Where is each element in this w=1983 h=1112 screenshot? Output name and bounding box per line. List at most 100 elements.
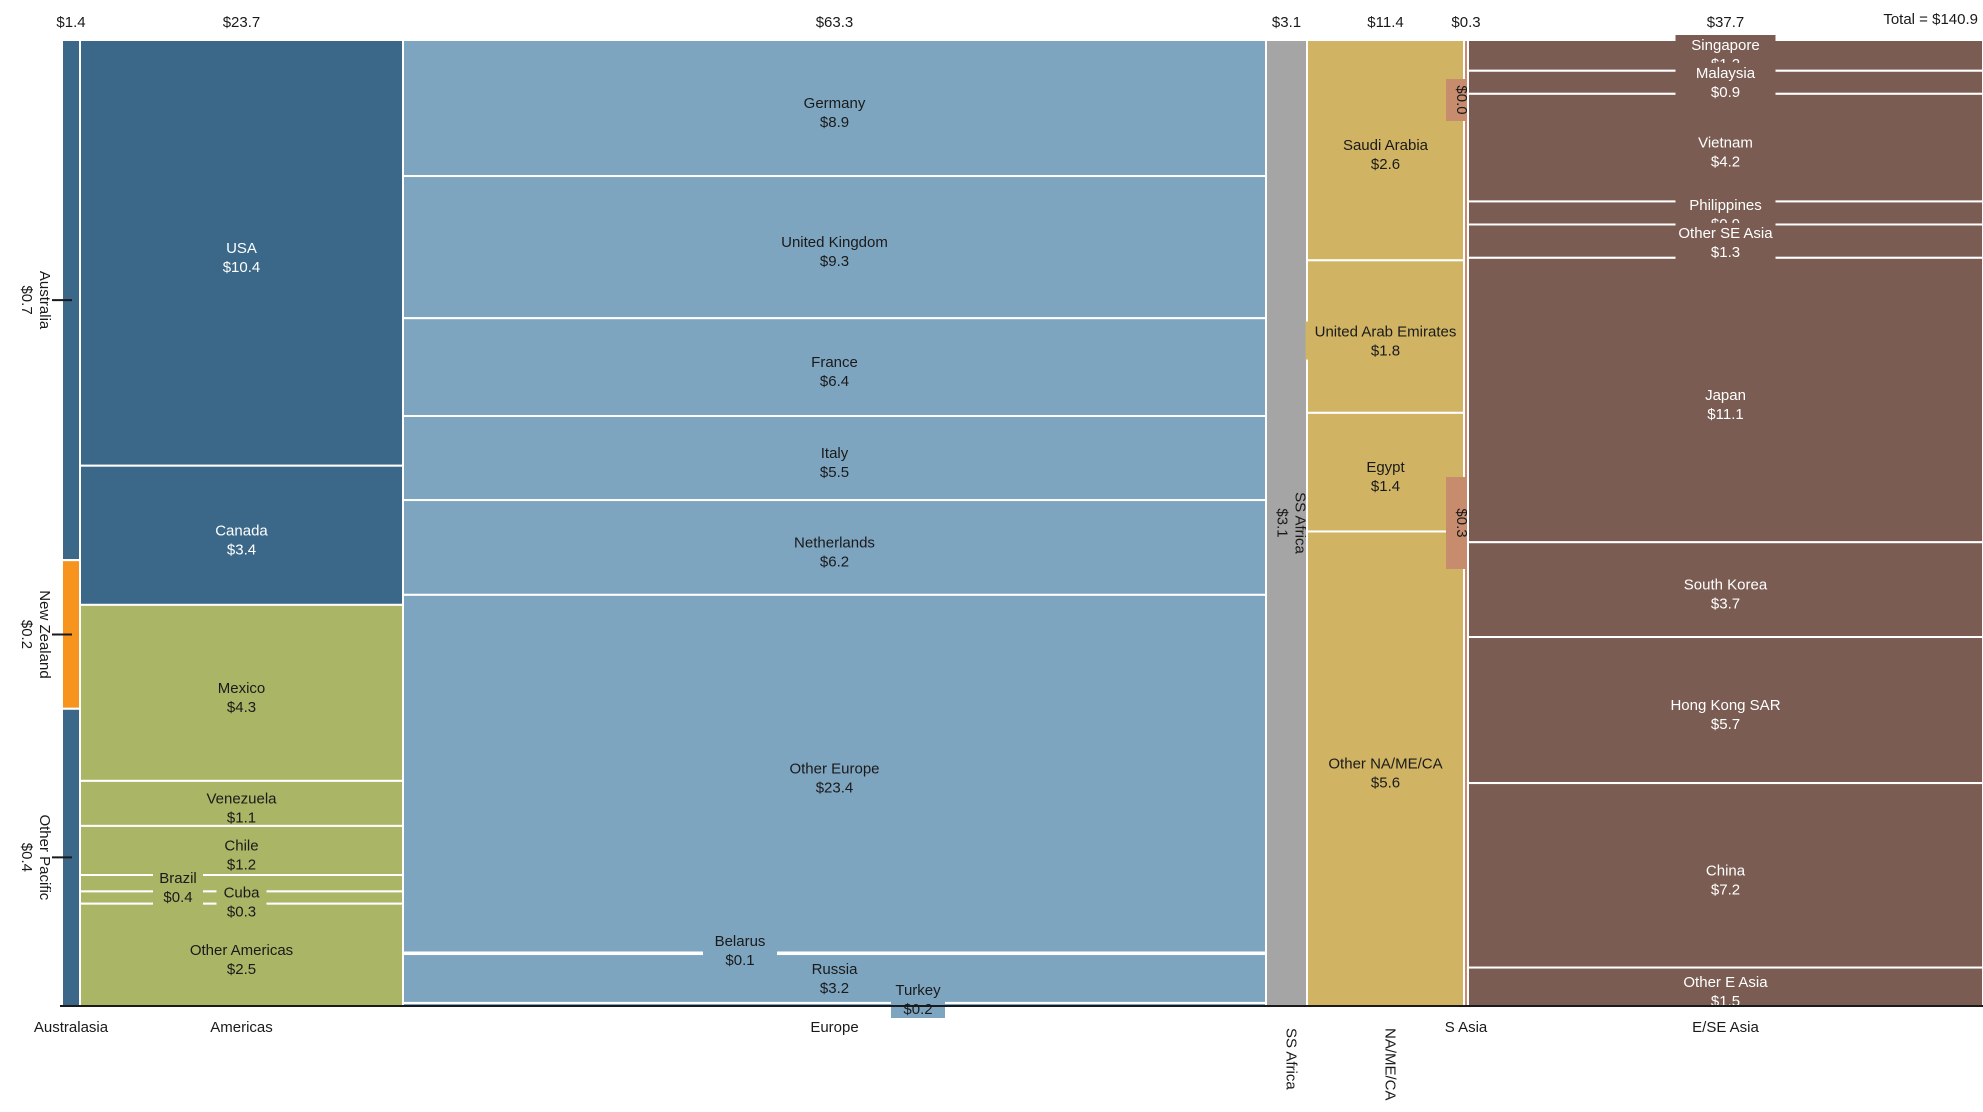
label-value-united-arab-emirates: $1.8 (1371, 343, 1400, 360)
label-value-usa: $10.4 (223, 259, 261, 276)
segment-label-belarus: Belarus $0.1 (703, 931, 777, 969)
label-value-other-s-asia: $0.3 (1453, 508, 1470, 537)
label-name-netherlands: Netherlands (794, 534, 875, 551)
label-name-russia: Russia (812, 961, 859, 978)
segment-label-chile: Chile $1.2 (224, 837, 258, 873)
label-name-australia: Australia (36, 271, 53, 330)
label-name-philippines: Philippines (1689, 197, 1762, 214)
label-value-vietnam: $4.2 (1711, 154, 1740, 171)
label-name-italy: Italy (821, 445, 849, 462)
label-value-canada: $3.4 (227, 541, 256, 558)
label-name-germany: Germany (804, 95, 866, 112)
region-total-e-se-asia: $37.7 (1707, 14, 1745, 31)
segment-americas-venezuela (79, 779, 404, 827)
label-bg-belarus (703, 931, 777, 969)
label-name-united-kingdom: United Kingdom (781, 234, 888, 251)
label-value-india: $0.0 (1453, 85, 1470, 114)
label-name-turkey: Turkey (895, 982, 941, 999)
label-name-other-europe: Other Europe (789, 761, 879, 778)
total-label: Total = $140.9 (1883, 11, 1978, 28)
label-value-other-se-asia: $1.3 (1711, 244, 1740, 261)
label-name-ss-africa-inner: SS Africa (1292, 492, 1309, 554)
label-value-japan: $11.1 (1707, 406, 1743, 423)
segment-label-south-korea: South Korea $3.7 (1684, 577, 1768, 613)
label-value-ss-africa-inner: $3.1 (1274, 508, 1291, 537)
region-total-ss-africa: $3.1 (1272, 14, 1301, 31)
segment-label-italy: Italy $5.5 (820, 445, 849, 481)
label-bg-malaysia (1675, 63, 1776, 101)
segment-label-china: China $7.2 (1706, 862, 1746, 898)
xaxis-label-americas: Americas (210, 1019, 273, 1036)
label-bg-brazil (153, 868, 203, 907)
label-name-other-pacific: Other Pacific (36, 814, 53, 900)
label-name-usa: USA (226, 240, 257, 257)
label-value-australia: $0.7 (18, 285, 35, 314)
label-name-mexico: Mexico (218, 680, 266, 697)
label-name-south-korea: South Korea (1684, 577, 1768, 594)
label-value-venezuela: $1.1 (227, 809, 256, 826)
segment-label-other-europe: Other Europe $23.4 (789, 761, 879, 797)
segment-americas-canada (79, 464, 404, 606)
label-name-singapore: Singapore (1691, 37, 1759, 54)
segment-europe-germany (402, 39, 1267, 178)
label-name-venezuela: Venezuela (206, 790, 277, 807)
segment-europe-netherlands (402, 499, 1267, 596)
segment-label-netherlands: Netherlands $6.2 (794, 534, 875, 570)
region-total-australasia: $1.4 (56, 14, 85, 31)
region-total-americas: $23.7 (223, 14, 261, 31)
label-value-other-pacific: $0.4 (18, 843, 35, 872)
label-name-china: China (1706, 862, 1746, 879)
label-value-other-na-me-ca: $5.6 (1371, 775, 1400, 792)
label-name-new-zealand: New Zealand (36, 590, 53, 678)
segment-europe-italy (402, 415, 1267, 502)
label-name-malaysia: Malaysia (1696, 65, 1756, 82)
segment-europe-russia (402, 953, 1267, 1004)
label-name-united-arab-emirates: United Arab Emirates (1315, 324, 1457, 341)
label-bg-other-se-asia (1675, 223, 1776, 261)
segment-label-united-arab-emirates: United Arab Emirates $1.8 (1305, 321, 1466, 360)
segment-label-france: France $6.4 (811, 354, 858, 390)
segment-label-japan: Japan $11.1 (1705, 387, 1746, 423)
label-value-cuba: $0.3 (227, 904, 256, 921)
label-name-other-se-asia: Other SE Asia (1678, 225, 1773, 242)
label-value-malaysia: $0.9 (1711, 84, 1740, 101)
label-name-belarus: Belarus (715, 933, 766, 950)
segment-label-egypt: Egypt $1.4 (1366, 459, 1405, 495)
label-value-other-e-asia: $1.5 (1711, 993, 1740, 1010)
label-name-japan: Japan (1705, 387, 1746, 404)
label-name-other-e-asia: Other E Asia (1683, 974, 1768, 991)
label-name-other-na-me-ca: Other NA/ME/CA (1328, 756, 1442, 773)
segment-na-me-ca-saudi-arabia (1306, 39, 1465, 262)
segment-label-germany: Germany $8.9 (804, 95, 866, 131)
label-value-brazil: $0.4 (163, 889, 192, 906)
segment-label-malaysia: Malaysia $0.9 (1675, 63, 1776, 101)
segment-label-cuba: Cuba $0.3 (216, 882, 267, 921)
xaxis-label-s-asia: S Asia (1445, 1019, 1488, 1036)
region-total-s-asia: $0.3 (1451, 14, 1480, 31)
label-value-south-korea: $3.7 (1711, 596, 1740, 613)
segment-label-brazil: Brazil $0.4 (153, 868, 203, 907)
label-value-russia: $3.2 (820, 980, 849, 997)
segment-na-me-ca-egypt (1306, 411, 1465, 533)
label-name-brazil: Brazil (159, 870, 197, 887)
label-value-netherlands: $6.2 (820, 553, 849, 570)
label-value-saudi-arabia: $2.6 (1371, 156, 1400, 173)
region-total-na-me-ca: $11.4 (1367, 14, 1403, 31)
segment-americas-mexico (79, 603, 404, 782)
label-value-belarus: $0.1 (725, 952, 754, 969)
segment-label-saudi-arabia: Saudi Arabia $2.6 (1343, 137, 1429, 173)
label-name-saudi-arabia: Saudi Arabia (1343, 137, 1429, 154)
segment-label-canada: Canada $3.4 (215, 522, 268, 558)
label-name-canada: Canada (215, 522, 268, 539)
segment-label-vietnam: Vietnam $4.2 (1698, 135, 1753, 171)
segment-e-se-asia-hong-kong-sar (1467, 636, 1983, 785)
label-bg-turkey (891, 980, 945, 1018)
segment-label-other-se-asia: Other SE Asia $1.3 (1675, 223, 1776, 261)
xaxis-label-e-se-asia: E/SE Asia (1692, 1019, 1759, 1036)
segment-europe-united-kingdom (402, 175, 1267, 320)
label-value-new-zealand: $0.2 (18, 620, 35, 649)
segment-label-venezuela: Venezuela $1.1 (206, 790, 277, 826)
segment-americas-usa (79, 39, 404, 467)
